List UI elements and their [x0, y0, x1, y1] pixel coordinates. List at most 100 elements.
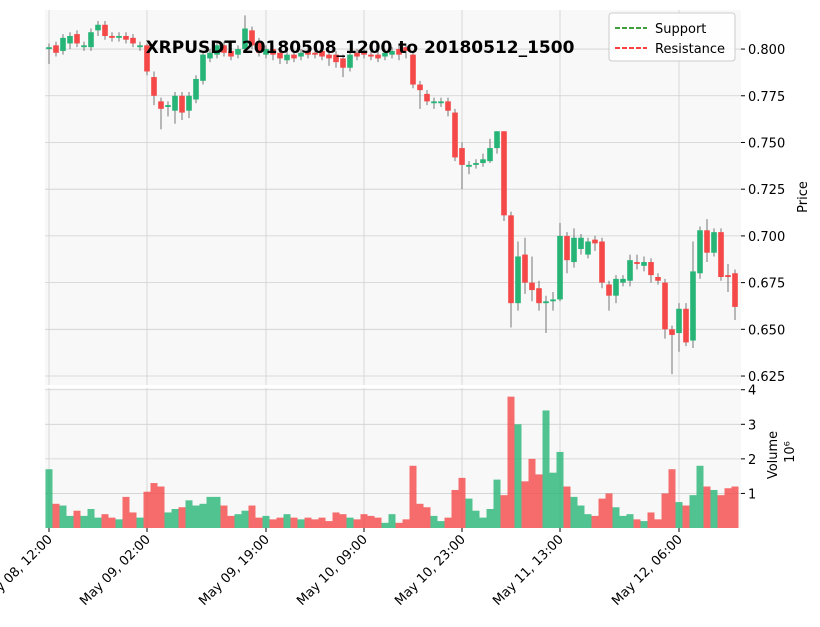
candle-body [67, 35, 73, 44]
candle-body [501, 131, 507, 216]
candle-body [494, 131, 500, 149]
candle-body [172, 95, 178, 111]
volume-bar [73, 510, 81, 528]
candle-body [431, 101, 437, 104]
y-tick-label: 0.725 [748, 183, 785, 198]
volume-bar [129, 512, 137, 528]
volume-bar [605, 493, 613, 528]
legend: Support Resistance [608, 12, 736, 62]
candle-body [116, 35, 122, 38]
candle-body [207, 52, 213, 59]
candle-body [564, 235, 570, 261]
y-tick-label: 4 [748, 384, 756, 399]
volume-bar [514, 424, 522, 528]
candle-body [732, 273, 738, 307]
candle-body [277, 52, 283, 59]
candle-body [396, 49, 402, 55]
candle-body [627, 260, 633, 281]
candle-body [543, 301, 549, 304]
candle-body [438, 101, 444, 104]
volume-bar [619, 515, 627, 528]
x-tick-label: May 08, 12:00 [0, 532, 56, 609]
volume-bar [59, 505, 67, 528]
candle-body [53, 45, 59, 53]
candle-body [151, 77, 157, 96]
chart-title: XRPUSDT 20180508_1200 to 20180512_1500 [146, 38, 575, 58]
volume-bar [451, 489, 459, 528]
candle-body [186, 95, 192, 111]
x-tick-label: May 09, 02:00 [77, 532, 154, 609]
candle-body [571, 237, 577, 263]
volume-bar [381, 522, 389, 528]
volume-bar [717, 495, 725, 528]
volume-bar [311, 519, 319, 528]
candle-body [242, 28, 248, 50]
volume-bar [192, 505, 200, 528]
y-tick-label: 0.675 [748, 277, 785, 292]
candle-body [487, 148, 493, 162]
candle-body [165, 105, 171, 107]
volume-bar [332, 512, 340, 528]
volume-bar [500, 495, 508, 528]
candle-body [354, 52, 360, 57]
candle-body [298, 52, 304, 57]
volume-bar [199, 503, 207, 528]
volume-bar [171, 508, 179, 528]
volume-bar [486, 508, 494, 528]
y-tick-label: 0.625 [748, 370, 785, 385]
volume-bar [535, 474, 543, 528]
volume-bar [66, 515, 74, 528]
candle-body [214, 45, 220, 55]
candle-body [508, 215, 514, 304]
volume-bar [689, 495, 697, 528]
candle-body [158, 101, 164, 109]
volume-bar [591, 515, 599, 528]
candle-body [445, 101, 451, 111]
candle-body [333, 54, 339, 63]
volume-bar [612, 507, 620, 528]
volume-bar [423, 507, 431, 528]
volume-bar [143, 491, 151, 528]
volume-bar [304, 517, 312, 528]
volume-bar [626, 514, 634, 528]
y-tick-label: 0.800 [748, 43, 785, 58]
candle-body [130, 37, 136, 44]
volume-bar [416, 503, 424, 528]
volume-bar [549, 472, 557, 528]
volume-bar [150, 483, 158, 528]
volume-bar [556, 451, 564, 528]
volume-bar [668, 469, 676, 528]
volume-bar [654, 519, 662, 528]
candle-body [522, 254, 528, 283]
volume-bar [710, 489, 718, 528]
volume-bar [220, 505, 228, 528]
candle-body [368, 54, 374, 57]
y-tick-label: 0.750 [748, 136, 785, 151]
volume-bar [409, 465, 417, 528]
volume-bar [437, 521, 445, 528]
y-tick-label: 1 [748, 487, 756, 502]
candle-body [690, 271, 696, 341]
candle-body [620, 278, 626, 283]
y-tick-label: 0.700 [748, 230, 785, 245]
candle-body [410, 54, 416, 85]
candle-body [466, 164, 472, 167]
volume-bar [584, 514, 592, 528]
candle-body [312, 52, 318, 55]
candle-body [326, 54, 332, 59]
volume-bar [374, 517, 382, 528]
volume-bar [570, 496, 578, 528]
candle-body [137, 45, 143, 48]
volume-bar [640, 521, 648, 528]
volume-bar [122, 496, 130, 528]
candle-body [718, 232, 724, 278]
volume-bar [87, 508, 95, 528]
volume-axis-label: Volume [766, 431, 781, 479]
candle-body [557, 235, 563, 300]
volume-bar [703, 486, 711, 528]
candle-body [585, 241, 591, 255]
volume-bar [458, 477, 466, 528]
candle-body [683, 308, 689, 343]
candle-body [473, 163, 479, 165]
candle-body [249, 30, 255, 46]
